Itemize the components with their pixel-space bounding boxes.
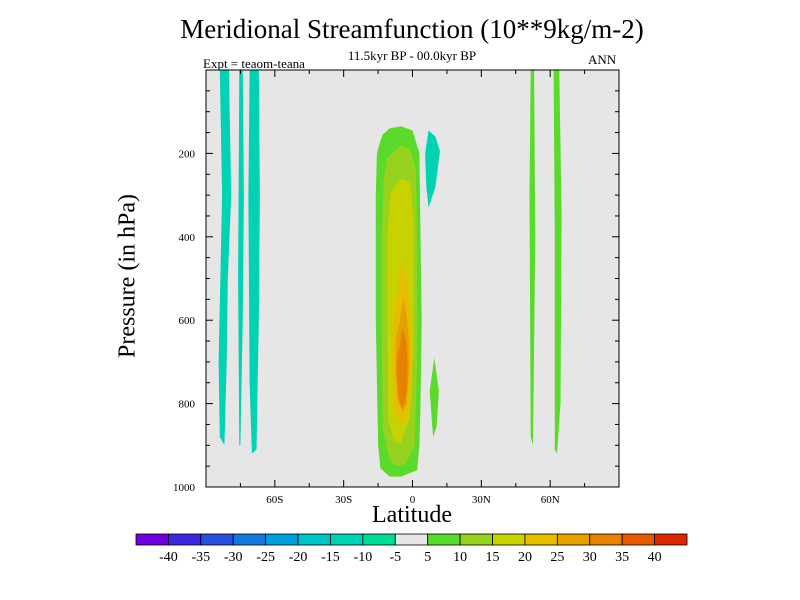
colorbar [135,533,688,546]
colorbar-swatch [394,533,429,546]
colorbar-swatch [459,533,493,546]
season-label: ANN [588,52,617,67]
colorbar-label: 5 [424,550,431,565]
x-tick-label: 60S [266,494,283,506]
y-tick-label: 600 [179,315,196,327]
colorbar-label: 35 [615,550,629,565]
colorbar-swatch [427,533,461,546]
x-tick-label: 30N [472,494,491,506]
colorbar-label: -30 [224,550,243,565]
colorbar-swatch [265,533,299,546]
colorbar-swatch [589,533,623,546]
colorbar-labels: -40 -35 -30 -25 -20 -15 -10 -5 5 10 15 20 25 30 35 40 [159,550,662,565]
colorbar-label: -15 [321,550,340,565]
colorbar-swatch [200,533,234,546]
colorbar-label: 20 [518,550,532,565]
axis-ticks [205,69,620,488]
contour-region-negative-band-b [238,70,244,446]
colorbar-swatch [232,533,267,546]
colorbar-label: -25 [256,550,275,565]
colorbar-swatch [168,533,202,546]
colorbar-swatch [135,533,169,546]
colorbar-label: -40 [159,550,178,565]
colorbar-label: 15 [486,550,500,565]
colorbar-swatch [556,533,591,546]
y-tick-label: 1000 [173,482,196,494]
y-tick-label: 200 [179,148,196,160]
contour-region-negative-band-a [218,70,232,446]
colorbar-swatch [524,533,558,546]
chart-subtitle: 11.5kyr BP - 00.0kyr BP [347,48,477,63]
colorbar-swatch [362,533,396,546]
colorbar-label: 25 [550,550,564,565]
colorbar-label: 30 [583,550,597,565]
colorbar-swatch [621,533,655,546]
experiment-label: Expt = teaom-teana [203,56,305,71]
colorbar-swatch [297,533,331,546]
colorbar-swatch [492,533,526,546]
colorbar-label: 10 [453,550,467,565]
chart-title: Meridional Streamfunction (10**9kg/m-2) [180,14,644,44]
colorbar-label: -5 [389,550,401,565]
colorbar-swatch [654,533,688,546]
x-tick-label: 30S [335,494,352,506]
colorbar-label: 40 [648,550,662,565]
x-tick-label: 60N [541,494,560,506]
axis-tick-labels: 60S 30S 0 30N 60N 200 400 600 800 1000 [173,148,560,506]
contour-region-level-5-nh-b [553,70,562,454]
colorbar-swatch [330,533,364,546]
contour-region-level-5-lower-eq [429,357,439,437]
y-tick-label: 800 [179,399,196,411]
contour-region-negative-upper-eq [425,130,440,208]
x-axis-label: Latitude [372,502,452,528]
x-tick-label: 0 [410,494,416,506]
contour-region-level-5-nh-a [529,70,536,446]
contour-region-level-30 [396,328,408,408]
colorbar-label: -35 [191,550,210,565]
colorbar-label: -20 [289,550,308,565]
contour-regions [218,70,562,477]
y-tick-label: 400 [179,232,196,244]
contour-region-negative-band-c [248,70,260,454]
colorbar-label: -10 [354,550,373,565]
